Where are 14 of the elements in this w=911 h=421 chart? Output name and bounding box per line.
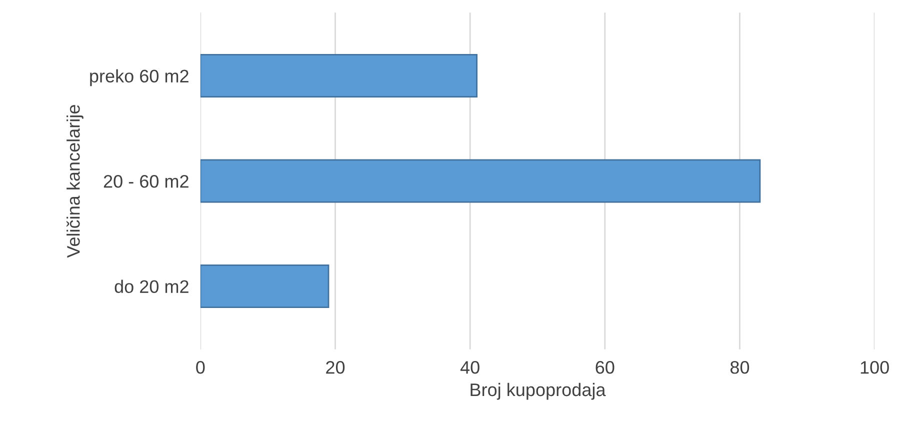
x-tick-label: 100 (860, 361, 889, 374)
x-tick-label: 80 (730, 361, 750, 374)
y-tick-label: preko 60 m2 (90, 69, 188, 86)
x-tick-label: 60 (596, 361, 614, 374)
y-axis-title: Veličina kancelarije (66, 105, 84, 258)
bar (200, 264, 330, 308)
x-tick-label: 0 (196, 361, 205, 374)
x-axis-title: Broj kupoprodaja (470, 382, 606, 400)
x-tick-label: 20 (326, 361, 345, 374)
bar (200, 159, 761, 203)
y-tick-label: do 20 m2 (114, 280, 188, 293)
y-tick-label: 20 - 60 m2 (104, 174, 188, 188)
bar (200, 54, 478, 98)
x-tick-label: 40 (460, 361, 480, 374)
